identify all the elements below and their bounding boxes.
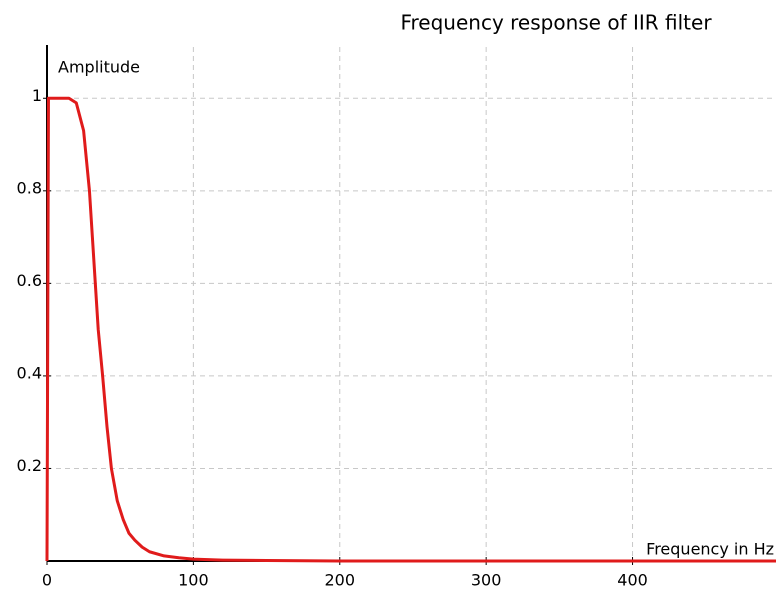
line-series bbox=[45, 96, 776, 563]
y-tick-label: 0.8 bbox=[17, 178, 42, 197]
x-tick-label: 200 bbox=[324, 571, 355, 589]
x-tick-label: 100 bbox=[178, 571, 209, 589]
x-axis-label: Frequency in Hz bbox=[646, 540, 774, 559]
x-tick-label: 0 bbox=[42, 571, 52, 589]
y-axis-label: Amplitude bbox=[58, 58, 140, 77]
x-tick-label: 400 bbox=[617, 571, 648, 589]
y-tick-label: 0.2 bbox=[17, 456, 42, 475]
y-tick-label: 1 bbox=[32, 86, 42, 105]
chart-title: Frequency response of IIR filter bbox=[400, 11, 712, 35]
x-tick-label: 300 bbox=[471, 571, 502, 589]
y-tick-label: 0.6 bbox=[17, 271, 42, 290]
y-tick-label: 0.4 bbox=[17, 363, 42, 382]
